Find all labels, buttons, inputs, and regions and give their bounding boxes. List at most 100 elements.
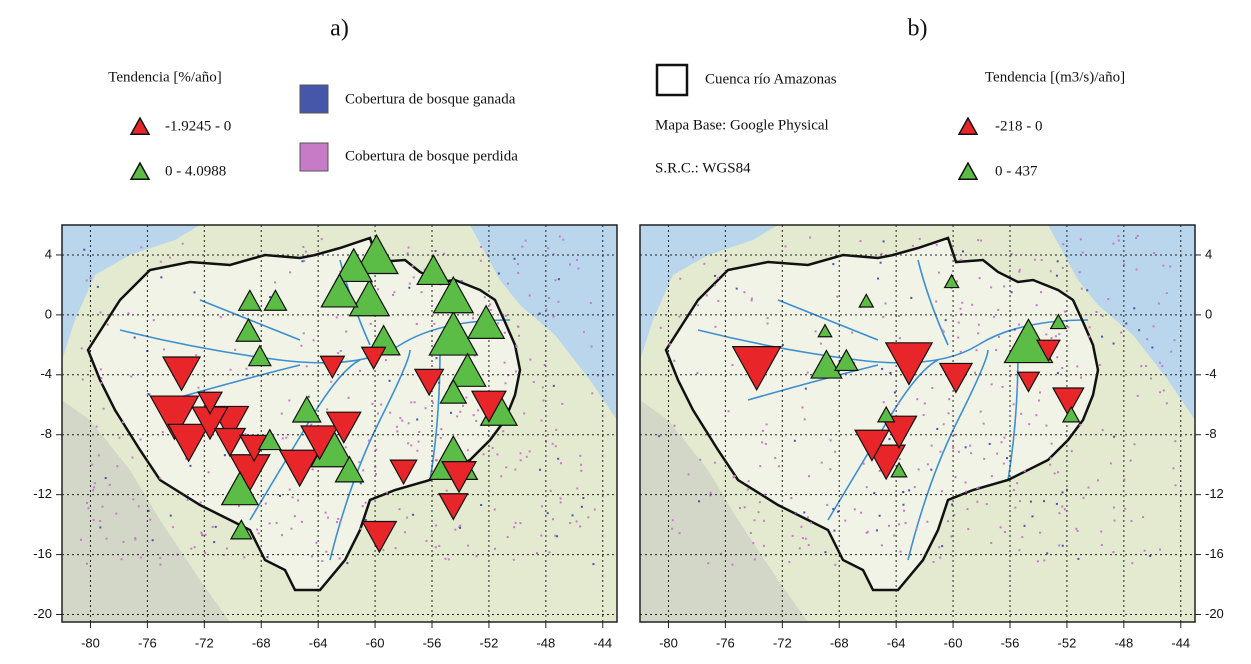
forest-loss-dot bbox=[1034, 259, 1036, 261]
forest-loss-dot bbox=[991, 383, 993, 385]
forest-loss-dot bbox=[1172, 467, 1174, 469]
forest-loss-dot bbox=[800, 526, 802, 528]
forest-loss-dot bbox=[948, 412, 950, 414]
forest-loss-dot bbox=[483, 453, 485, 455]
x-tick-label: -48 bbox=[1114, 635, 1133, 650]
forest-loss-dot bbox=[370, 323, 372, 325]
forest-loss-dot bbox=[385, 359, 387, 361]
forest-loss-dot bbox=[678, 316, 680, 318]
basemap-b bbox=[640, 225, 1195, 622]
forest-loss-dot bbox=[1039, 532, 1041, 534]
forest-loss-dot bbox=[1014, 507, 1016, 509]
forest-loss-dot bbox=[200, 502, 202, 504]
forest-loss-dot bbox=[412, 265, 414, 267]
forest-loss-dot bbox=[952, 447, 954, 449]
forest-loss-dot bbox=[163, 348, 165, 350]
forest-loss-dot bbox=[1138, 329, 1140, 331]
forest-loss-dot bbox=[556, 535, 558, 537]
forest-loss-dot bbox=[752, 542, 754, 544]
forest-loss-dot bbox=[377, 413, 379, 415]
forest-loss-dot bbox=[931, 387, 933, 389]
forest-loss-dot bbox=[1081, 288, 1083, 290]
forest-loss-dot bbox=[767, 317, 769, 319]
forest-loss-dot bbox=[1051, 337, 1053, 339]
forest-loss-dot bbox=[908, 489, 910, 491]
forest-loss-dot bbox=[1100, 531, 1102, 533]
forest-loss-dot bbox=[673, 425, 675, 427]
forest-loss-dot bbox=[997, 309, 999, 311]
forest-loss-dot bbox=[1145, 365, 1147, 367]
forest-loss-dot bbox=[1175, 484, 1177, 486]
forest-loss-dot bbox=[159, 557, 161, 559]
forest-loss-dot bbox=[836, 296, 838, 298]
forest-loss-dot bbox=[541, 419, 543, 421]
forest-loss-dot bbox=[392, 294, 394, 296]
forest-loss-dot bbox=[717, 277, 719, 279]
forest-loss-dot bbox=[761, 441, 763, 443]
forest-loss-dot bbox=[473, 414, 475, 416]
forest-loss-dot bbox=[880, 262, 882, 264]
forest-loss-dot bbox=[1114, 520, 1116, 522]
forest-loss-dot bbox=[810, 522, 812, 524]
forest-loss-dot bbox=[902, 504, 904, 506]
forest-loss-dot bbox=[990, 286, 992, 288]
forest-loss-dot bbox=[436, 357, 438, 359]
forest-loss-dot bbox=[1019, 269, 1021, 271]
forest-loss-dot bbox=[939, 451, 941, 453]
forest-loss-dot bbox=[360, 482, 362, 484]
forest-loss-dot bbox=[795, 512, 797, 514]
forest-loss-dot bbox=[774, 457, 776, 459]
forest-loss-dot bbox=[697, 304, 699, 306]
forest-loss-dot bbox=[569, 522, 571, 524]
forest-loss-dot bbox=[1056, 275, 1058, 277]
forest-loss-dot bbox=[480, 246, 482, 248]
forest-loss-dot bbox=[1051, 443, 1053, 445]
forest-loss-dot bbox=[1144, 550, 1146, 552]
forest-loss-dot bbox=[425, 540, 427, 542]
forest-loss-dot bbox=[515, 370, 517, 372]
forest-loss-dot bbox=[894, 391, 896, 393]
forest-loss-dot bbox=[446, 490, 448, 492]
forest-loss-dot bbox=[889, 372, 891, 374]
forest-loss-dot bbox=[325, 512, 327, 514]
forest-loss-dot bbox=[744, 506, 746, 508]
forest-loss-dot bbox=[459, 411, 461, 413]
forest-loss-dot bbox=[803, 511, 805, 513]
forest-loss-dot bbox=[1038, 399, 1040, 401]
forest-loss-dot bbox=[1062, 545, 1064, 547]
forest-loss-dot bbox=[336, 316, 338, 318]
forest-loss-dot bbox=[410, 401, 412, 403]
forest-loss-dot bbox=[1087, 487, 1089, 489]
forest-loss-dot bbox=[714, 462, 716, 464]
forest-loss-dot bbox=[526, 456, 528, 458]
x-tick-label: -64 bbox=[887, 635, 906, 650]
forest-loss-dot bbox=[1000, 526, 1002, 528]
forest-loss-dot bbox=[301, 260, 303, 262]
forest-loss-dot bbox=[759, 465, 761, 467]
forest-loss-dot bbox=[1024, 470, 1026, 472]
forest-loss-dot bbox=[1064, 508, 1066, 510]
forest-loss-dot bbox=[289, 489, 291, 491]
legend-label: -218 - 0 bbox=[995, 118, 1043, 134]
forest-loss-dot bbox=[1062, 491, 1064, 493]
forest-loss-dot bbox=[504, 362, 506, 364]
forest-loss-dot bbox=[1064, 311, 1066, 313]
x-tick-label: -52 bbox=[480, 635, 499, 650]
forest-loss-dot bbox=[438, 382, 440, 384]
forest-loss-dot bbox=[1101, 544, 1103, 546]
forest-loss-dot bbox=[1035, 414, 1037, 416]
forest-loss-dot bbox=[514, 469, 516, 471]
forest-loss-dot bbox=[961, 302, 963, 304]
forest-loss-dot bbox=[529, 294, 531, 296]
forest-loss-dot bbox=[957, 337, 959, 339]
forest-loss-dot bbox=[529, 450, 531, 452]
forest-loss-dot bbox=[1062, 243, 1064, 245]
forest-loss-dot bbox=[728, 410, 730, 412]
forest-loss-dot bbox=[507, 536, 509, 538]
forest-loss-dot bbox=[395, 547, 397, 549]
x-tick-label: -72 bbox=[773, 635, 792, 650]
x-tick-label: -48 bbox=[536, 635, 555, 650]
forest-loss-dot bbox=[1153, 252, 1155, 254]
forest-loss-dot bbox=[914, 486, 916, 488]
forest-loss-dot bbox=[303, 260, 305, 262]
